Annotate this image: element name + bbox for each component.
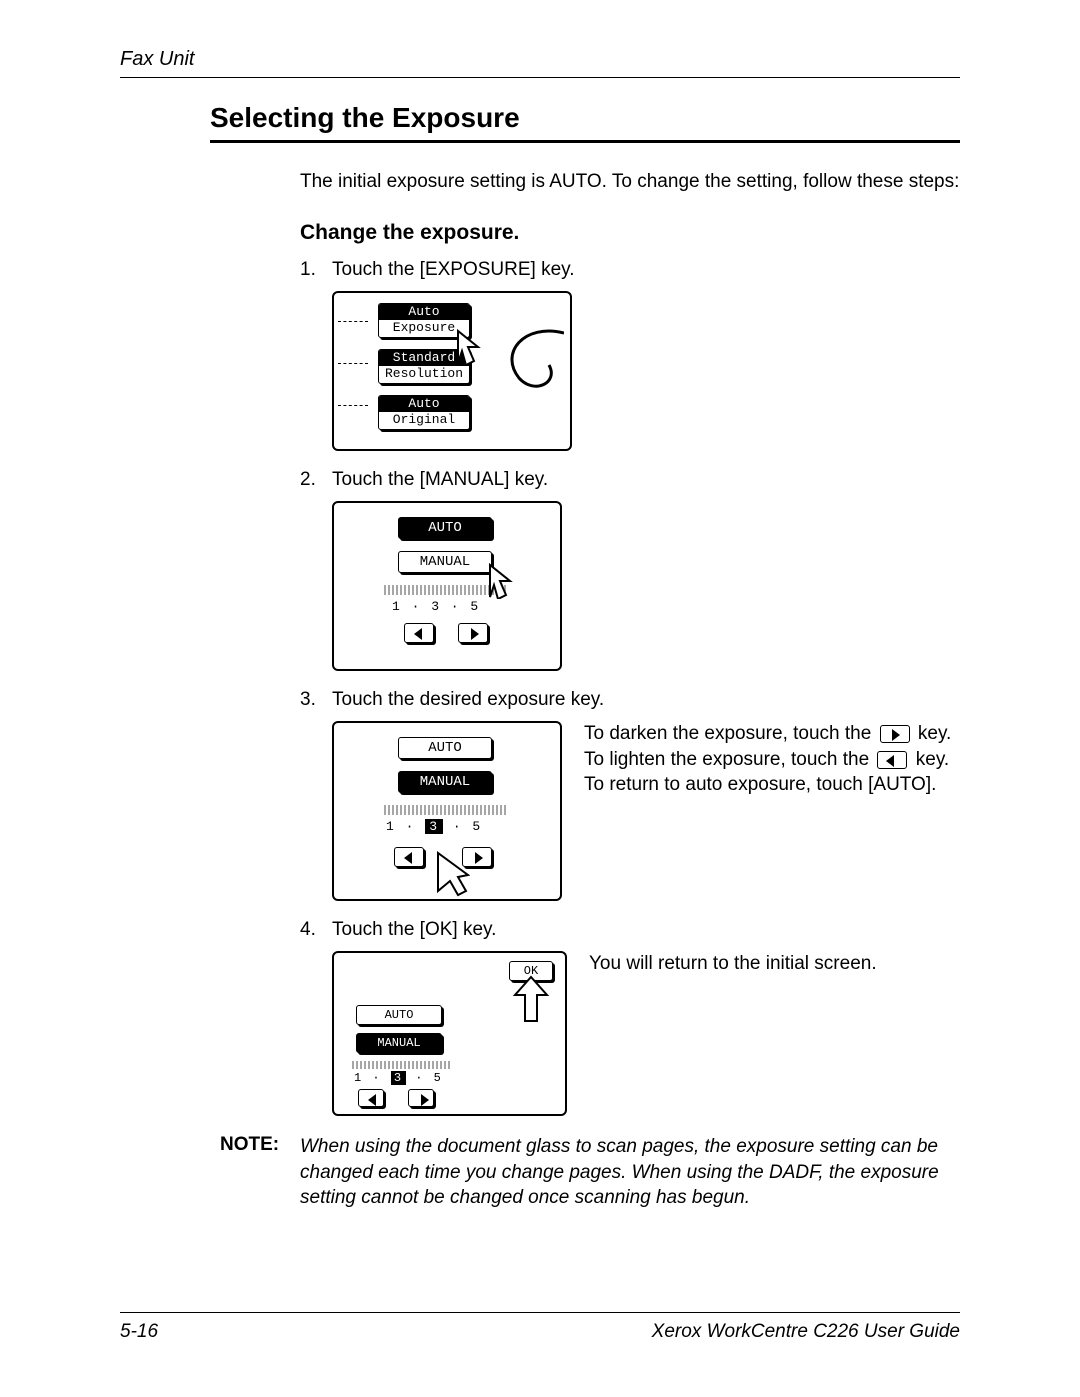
step-3-text: Touch the desired exposure key. [332, 689, 960, 711]
scale-left: 1 · [354, 1071, 391, 1085]
intro-text: The initial exposure setting is AUTO. To… [300, 171, 960, 193]
figure-4-wrap: OK AUTO MANUAL 1 · 3 · 5 You will return… [332, 951, 960, 1116]
page-number: 5-16 [120, 1321, 158, 1343]
manual-button[interactable]: MANUAL [398, 551, 492, 573]
running-header: Fax Unit [120, 48, 960, 71]
lighten-button[interactable] [394, 847, 424, 867]
manual-button[interactable]: MANUAL [356, 1033, 442, 1053]
title-rule [210, 140, 960, 143]
auto-button[interactable]: AUTO [398, 517, 492, 539]
panel1-line [338, 363, 368, 364]
exposure-button-top: Auto [379, 304, 469, 320]
manual-button[interactable]: MANUAL [398, 771, 492, 793]
panel-4: OK AUTO MANUAL 1 · 3 · 5 [332, 951, 567, 1116]
lighten-button[interactable] [404, 623, 434, 643]
footer-rule [120, 1312, 960, 1313]
figure-3-wrap: AUTO MANUAL 1 · 3 · 5 To darken the expo… [332, 721, 960, 901]
scale-right: · 5 [443, 819, 482, 834]
subheading: Change the exposure. [300, 221, 960, 245]
note: NOTE: When using the document glass to s… [220, 1134, 960, 1211]
darken-key-icon [880, 725, 910, 743]
panel1-line [338, 405, 368, 406]
exposure-gradient [384, 805, 506, 815]
original-button-bot: Original [379, 412, 469, 428]
auto-button[interactable]: AUTO [356, 1005, 442, 1025]
step-4-text: Touch the [OK] key. [332, 919, 960, 941]
panel-2: AUTO MANUAL 1 · 3 · 5 [332, 501, 562, 671]
auto-button[interactable]: AUTO [398, 737, 492, 759]
cursor-icon [430, 851, 470, 897]
cursor-icon [484, 559, 518, 599]
lighten-key-icon [877, 751, 907, 769]
step-3-sidetext: To darken the exposure, touch the key. T… [584, 721, 960, 798]
figure-2-wrap: AUTO MANUAL 1 · 3 · 5 [332, 501, 960, 671]
lighten-button[interactable] [358, 1089, 384, 1107]
side3-a: To darken the exposure, touch the [584, 723, 877, 744]
swirl-graphic [494, 323, 564, 413]
original-button-top: Auto [379, 396, 469, 412]
step-1: 1. Touch the [EXPOSURE] key. [300, 259, 960, 281]
panel-1: Auto Exposure Standard Resolution Auto O… [332, 291, 572, 451]
step-2-num: 2. [300, 469, 332, 491]
step-4: 4. Touch the [OK] key. [300, 919, 960, 941]
panel1-line [338, 321, 368, 322]
step-2: 2. Touch the [MANUAL] key. [300, 469, 960, 491]
step-3-num: 3. [300, 689, 332, 711]
original-button[interactable]: Auto Original [378, 395, 470, 430]
scale-right: · 5 [406, 1071, 443, 1085]
darken-button[interactable] [408, 1089, 434, 1107]
footer: 5-16 Xerox WorkCentre C226 User Guide [120, 1312, 960, 1343]
step-1-text: Touch the [EXPOSURE] key. [332, 259, 960, 281]
step-2-text: Touch the [MANUAL] key. [332, 469, 960, 491]
resolution-button-bot: Resolution [379, 366, 469, 382]
page-title: Selecting the Exposure [210, 102, 960, 134]
exposure-scale: 1 · 3 · 5 [354, 1071, 443, 1085]
darken-button[interactable] [458, 623, 488, 643]
step-1-num: 1. [300, 259, 332, 281]
panel-3: AUTO MANUAL 1 · 3 · 5 [332, 721, 562, 901]
figure-1-wrap: Auto Exposure Standard Resolution Auto O… [332, 291, 960, 451]
step-4-num: 4. [300, 919, 332, 941]
exposure-scale: 1 · 3 · 5 [392, 599, 480, 614]
step-3: 3. Touch the desired exposure key. [300, 689, 960, 711]
exposure-scale: 1 · 3 · 5 [386, 819, 482, 834]
header-rule [120, 77, 960, 78]
cursor-icon [452, 325, 486, 365]
guide-name: Xerox WorkCentre C226 User Guide [652, 1321, 960, 1343]
note-body: When using the document glass to scan pa… [300, 1134, 960, 1211]
exposure-gradient [352, 1061, 452, 1069]
page: Fax Unit Selecting the Exposure The init… [0, 0, 1080, 1397]
scale-left: 1 · [386, 819, 425, 834]
note-label: NOTE: [220, 1134, 300, 1211]
cursor-icon [511, 975, 551, 1025]
scale-mid: 3 [425, 819, 443, 834]
scale-mid: 3 [391, 1071, 406, 1085]
step-4-sidetext: You will return to the initial screen. [589, 951, 960, 977]
